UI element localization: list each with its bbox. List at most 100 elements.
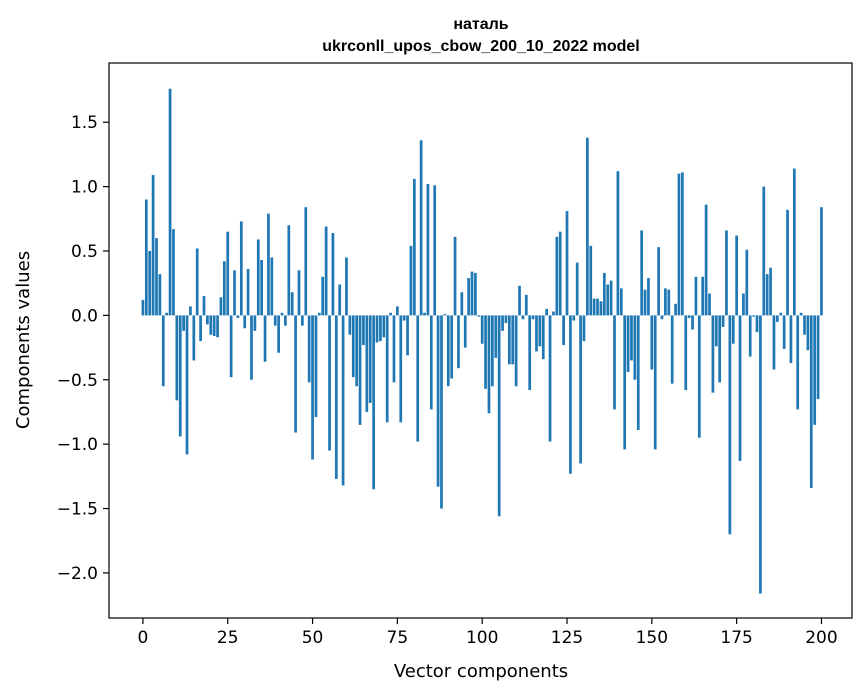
bar-82 <box>419 140 423 316</box>
y-tick-label-3: −0.5 <box>57 371 98 391</box>
bar-128 <box>575 262 579 316</box>
bar-110 <box>514 315 518 387</box>
bar-135 <box>599 301 603 316</box>
bar-178 <box>745 249 749 316</box>
bar-149 <box>647 278 650 316</box>
bar-5 <box>158 274 162 316</box>
bar-161 <box>687 315 691 318</box>
x-tick-label-2: 50 <box>302 628 324 648</box>
bar-119 <box>545 308 549 316</box>
bar-35 <box>260 260 264 316</box>
bar-22 <box>216 315 219 338</box>
bar-147 <box>640 230 644 316</box>
y-axis-ticks: −2.0 −1.5 −1.0 −0.5 0.0 0.5 1.0 1.5 <box>57 113 109 584</box>
chart-title-line-1: наталь <box>453 16 508 33</box>
bar-33 <box>253 315 257 331</box>
bar-9 <box>172 229 175 316</box>
bar-106 <box>501 315 504 331</box>
bar-173 <box>728 315 732 535</box>
bar-130 <box>582 315 586 342</box>
bar-172 <box>725 230 728 316</box>
bar-39 <box>273 315 277 326</box>
bar-18 <box>202 296 206 316</box>
bar-88 <box>440 315 443 509</box>
bar-113 <box>524 294 528 316</box>
bar-199 <box>816 315 820 400</box>
bar-133 <box>592 298 596 316</box>
bar-116 <box>535 315 538 352</box>
bar-2 <box>148 251 152 316</box>
bar-184 <box>765 274 769 316</box>
x-tick-label-4: 100 <box>466 628 498 648</box>
bar-167 <box>708 293 711 316</box>
bar-150 <box>650 315 654 370</box>
bar-72 <box>385 315 389 423</box>
bar-46 <box>297 270 301 316</box>
bar-165 <box>701 276 705 316</box>
bar-78 <box>406 315 409 356</box>
bar-158 <box>677 173 681 316</box>
bar-79 <box>409 245 413 316</box>
bar-92 <box>453 236 457 316</box>
bar-47 <box>301 315 304 326</box>
x-tick-label-7: 175 <box>720 628 752 648</box>
bar-85 <box>429 315 433 410</box>
bar-140 <box>616 171 620 316</box>
bar-141 <box>619 288 623 316</box>
bar-159 <box>681 172 684 316</box>
y-tick-label-6: 1.0 <box>71 178 98 198</box>
bar-14 <box>189 306 192 316</box>
bar-137 <box>606 284 610 316</box>
bar-56 <box>331 232 335 316</box>
bar-188 <box>779 312 783 316</box>
bar-23 <box>219 297 223 316</box>
bar-96 <box>467 278 470 316</box>
bar-32 <box>250 315 253 380</box>
bar-182 <box>759 315 762 594</box>
bar-3 <box>151 175 155 316</box>
bar-179 <box>748 315 752 357</box>
bar-200 <box>820 207 823 316</box>
bar-124 <box>562 315 565 346</box>
bar-194 <box>799 312 803 316</box>
bar-93 <box>457 315 460 369</box>
bar-27 <box>233 270 236 316</box>
bar-48 <box>304 207 308 316</box>
bar-28 <box>236 315 240 318</box>
bar-109 <box>511 315 515 365</box>
bar-193 <box>796 315 800 410</box>
bar-84 <box>426 184 430 316</box>
y-tick-label-1: −1.5 <box>57 500 98 520</box>
bar-24 <box>222 261 226 316</box>
x-tick-label-6: 150 <box>636 628 668 648</box>
bar-121 <box>552 311 555 316</box>
bar-21 <box>212 315 216 336</box>
bar-196 <box>806 315 810 351</box>
bar-40 <box>277 315 280 353</box>
bar-117 <box>538 315 542 347</box>
bar-80 <box>412 178 416 316</box>
bar-89 <box>443 314 447 316</box>
bars-group <box>141 88 823 594</box>
x-tick-label-0: 0 <box>138 628 149 648</box>
x-tick-label-1: 25 <box>217 628 239 648</box>
y-tick-label-7: 1.5 <box>71 113 98 133</box>
plot-frame <box>108 62 853 619</box>
bar-197 <box>809 315 813 488</box>
bar-11 <box>178 315 182 437</box>
bar-49 <box>307 315 311 383</box>
bar-95 <box>463 315 467 348</box>
bar-65 <box>362 315 365 346</box>
bar-122 <box>555 236 559 316</box>
bar-15 <box>192 315 196 361</box>
bar-1 <box>144 199 148 316</box>
bar-162 <box>691 315 694 330</box>
bar-97 <box>470 271 474 316</box>
bar-57 <box>334 315 338 479</box>
bar-192 <box>792 168 796 316</box>
bar-45 <box>294 315 297 433</box>
bar-63 <box>355 315 359 387</box>
bar-98 <box>474 272 477 316</box>
bar-105 <box>497 315 501 517</box>
bar-43 <box>287 225 291 316</box>
